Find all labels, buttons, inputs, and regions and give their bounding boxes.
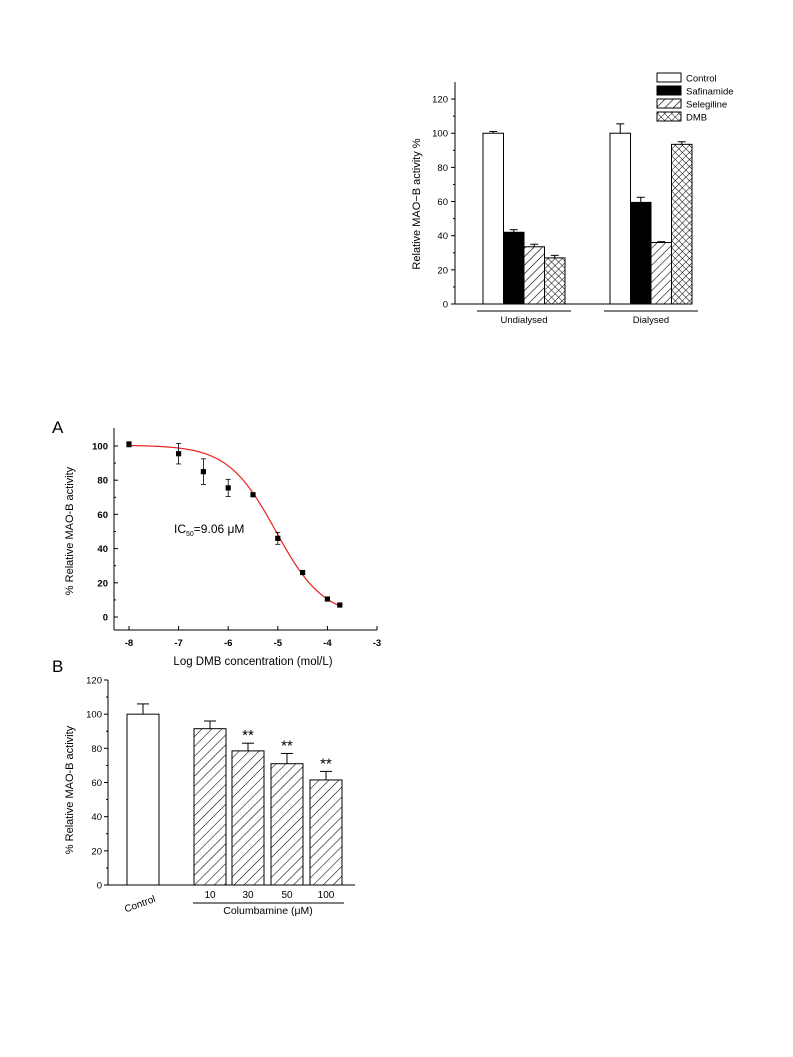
top-bar — [544, 257, 566, 305]
top-bar — [630, 201, 652, 305]
b-bar — [126, 713, 160, 886]
b-bar — [231, 750, 265, 886]
top-group-label: Dialysed — [633, 315, 669, 326]
b-bar — [193, 728, 227, 886]
a-data-point — [225, 485, 231, 491]
b-y-axis-label: % Relative MAO-B activity — [64, 725, 76, 854]
b-bar — [270, 763, 304, 886]
top-legend-label: DMB — [686, 113, 707, 124]
top-legend-swatch — [656, 111, 682, 122]
a-data-point — [200, 469, 206, 475]
b-category-label: 50 — [281, 890, 293, 901]
b-y-tick-label: 80 — [91, 744, 102, 755]
top-bars — [482, 123, 693, 305]
a-y-axis-label: % Relative MAO-B activity — [64, 466, 76, 595]
b-y-tick-label: 100 — [86, 710, 102, 721]
top-y-tick-label: 20 — [437, 265, 448, 276]
a-y-tick-label: 100 — [92, 442, 108, 453]
b-y-tick-label: 60 — [91, 778, 102, 789]
b-significance-mark: ** — [242, 727, 254, 744]
top-bar — [482, 132, 504, 305]
b-x-axis-label: Columbamine (μM) — [223, 905, 313, 917]
top-legend-label: Selegiline — [686, 100, 727, 111]
top-y-tick-label: 60 — [437, 197, 448, 208]
a-x-tick-label: -8 — [125, 638, 133, 649]
a-x-tick-label: -3 — [373, 638, 381, 649]
a-data-point — [300, 569, 306, 576]
chart-top: 0 20 40 60 80 100 120 Relative MAO−B activity … — [411, 72, 734, 326]
a-points — [126, 441, 343, 608]
top-legend-swatch — [656, 98, 682, 109]
b-category-label: Control — [123, 894, 157, 915]
a-x-tick-label: -6 — [224, 638, 232, 649]
b-y-tick-label: 40 — [91, 812, 102, 823]
b-category-label: 30 — [242, 890, 254, 901]
top-group-labels: Undialysed Dialysed — [477, 310, 698, 326]
a-x-tick-label: -5 — [274, 638, 283, 649]
panel-label-b: B — [52, 657, 63, 676]
a-data-point — [126, 441, 132, 447]
top-bar — [650, 242, 672, 305]
a-y-tick-label: 60 — [97, 510, 108, 521]
panel-label-a: A — [52, 418, 64, 437]
top-y-tick-label: 40 — [437, 231, 448, 242]
a-ic50-annotation: IC50=9.06 μM — [174, 522, 244, 538]
top-bar — [671, 143, 693, 305]
a-fit-curve — [128, 444, 341, 607]
top-legend: Control Safinamide Selegiline DMB — [656, 72, 734, 124]
top-legend-swatch — [656, 85, 682, 96]
b-y-tick-label: 120 — [86, 676, 102, 687]
a-data-point — [275, 535, 281, 541]
chart-b: B 0 20 40 60 80 100 120 Control 10 ** 30 ** 50 ** 100… — [52, 657, 355, 917]
a-x-tick-label: -7 — [174, 638, 182, 649]
a-ic50-subscript: 50 — [186, 531, 194, 538]
a-axes: 0 20 40 60 80 100 -8 -7 -6 -5 -4 -3 — [92, 428, 381, 649]
top-bar — [503, 231, 525, 305]
top-y-tick-label: 120 — [432, 95, 448, 106]
b-category-label: 10 — [204, 890, 216, 901]
top-y-axis-label: Relative MAO−B activity % — [411, 138, 423, 269]
a-x-axis-label: Log DMB concentration (mol/L) — [173, 656, 332, 668]
b-bar — [309, 779, 343, 886]
top-legend-swatch — [656, 72, 682, 83]
a-y-tick-label: 80 — [97, 476, 108, 487]
a-y-tick-label: 20 — [97, 578, 108, 589]
a-y-tick-label: 40 — [97, 544, 108, 555]
b-significance-mark: ** — [320, 755, 332, 772]
a-data-point — [250, 492, 256, 498]
top-legend-label: Control — [686, 74, 717, 85]
a-data-point — [324, 596, 330, 602]
b-significance-mark: ** — [281, 737, 293, 754]
a-data-point — [337, 602, 343, 608]
a-y-tick-label: 0 — [103, 613, 108, 624]
a-data-point — [176, 451, 182, 457]
a-ic50-prefix: IC — [174, 522, 186, 536]
top-bar — [609, 132, 631, 305]
top-bar — [523, 246, 545, 305]
b-category-label: 100 — [318, 890, 335, 901]
top-legend-label: Safinamide — [686, 87, 734, 98]
top-group-label: Undialysed — [501, 315, 548, 326]
a-ic50-value: =9.06 μM — [194, 522, 245, 536]
top-y-tick-label: 0 — [443, 300, 448, 311]
top-y-tick-label: 80 — [437, 163, 448, 174]
a-x-tick-label: -4 — [323, 638, 332, 649]
b-y-tick-label: 20 — [91, 846, 102, 857]
b-bars: Control 10 ** 30 ** 50 ** 100 — [123, 703, 344, 915]
top-y-tick-label: 100 — [432, 129, 448, 140]
b-y-tick-label: 0 — [97, 881, 102, 892]
